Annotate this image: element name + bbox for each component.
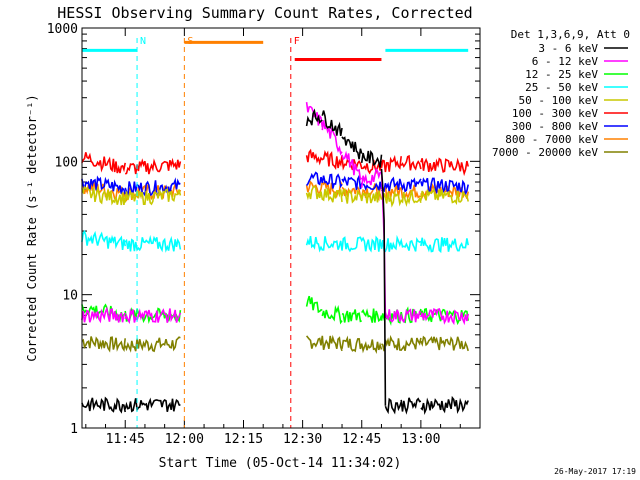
x-tick-label: 11:45 — [106, 432, 145, 447]
legend-label: 3 - 6 keV — [538, 42, 598, 55]
x-tick-label: 13:00 — [401, 432, 440, 447]
footer-date: 26-May-2017 17:19 — [554, 467, 636, 476]
x-axis-label: Start Time (05-Oct-14 11:34:02) — [159, 456, 402, 471]
legend-label: 300 - 800 keV — [512, 120, 598, 133]
plot-area: 11:45 12:00 12:15 12:30 12:45 13:00 1 10 100 1000… — [47, 22, 480, 447]
series-line — [81, 334, 469, 355]
flag-label: N — [140, 36, 146, 47]
y-tick-label: 1 — [70, 422, 78, 437]
x-tick-label: 12:15 — [224, 432, 263, 447]
legend-label: 25 - 50 keV — [525, 81, 598, 94]
legend-label: 12 - 25 keV — [525, 68, 598, 81]
series-line — [81, 185, 469, 208]
flag-label: F — [294, 36, 300, 47]
y-tick-label: 10 — [62, 289, 78, 304]
series-line — [81, 108, 469, 416]
legend-label: 6 - 12 keV — [532, 55, 599, 68]
x-tick-label: 12:45 — [342, 432, 381, 447]
series-line — [81, 148, 469, 177]
chart-title: HESSI Observing Summary Count Rates, Cor… — [57, 4, 472, 22]
legend-label: 800 - 7000 keV — [505, 133, 598, 146]
flag-label: S — [187, 36, 193, 47]
legend-label: 7000 - 20000 keV — [492, 146, 598, 159]
plot-frame — [81, 27, 481, 429]
x-tick-label: 12:00 — [165, 432, 204, 447]
y-tick-label: 1000 — [47, 22, 78, 37]
y-tick-label: 100 — [55, 155, 78, 170]
x-tick-label: 12:30 — [283, 432, 322, 447]
legend-label: 100 - 300 keV — [512, 107, 598, 120]
legend-label: 50 - 100 keV — [519, 94, 599, 107]
y-axis-label: Corrected Count Rate (s⁻¹ detector⁻¹) — [25, 94, 39, 361]
legend-title: Det 1,3,6,9, Att 0 — [511, 28, 630, 41]
series-line — [81, 229, 469, 254]
